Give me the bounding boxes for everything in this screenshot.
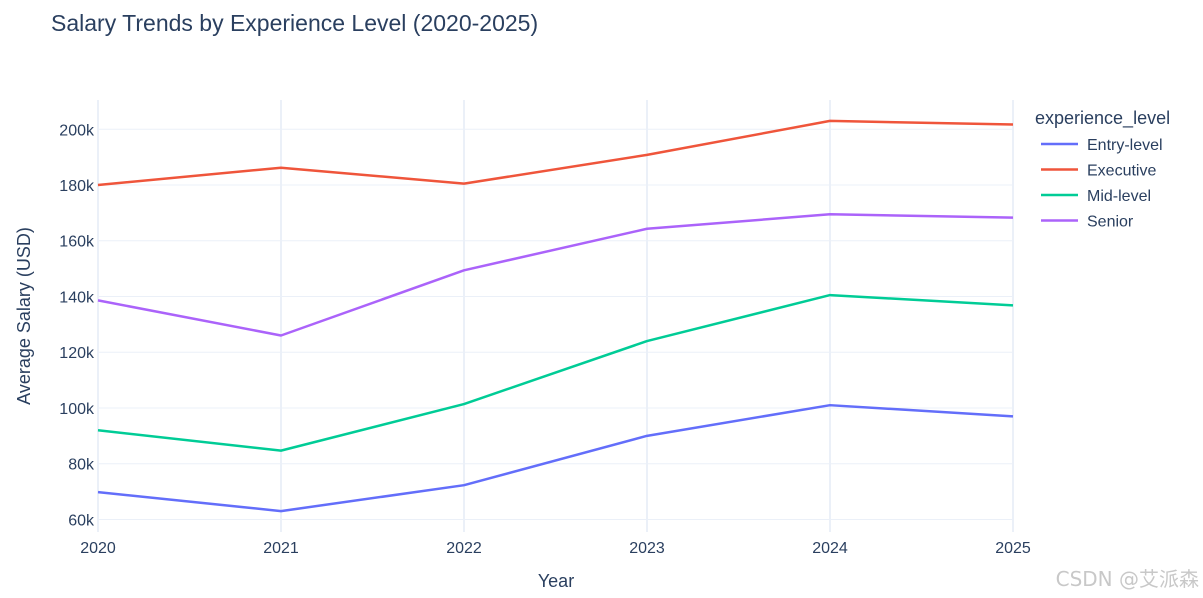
series-line-mid-level[interactable] <box>97 293 1014 452</box>
legend-title: experience_level <box>1035 108 1170 129</box>
legend-label: Mid-level <box>1087 188 1151 205</box>
y-tick-label: 200k <box>59 122 95 139</box>
legend-item[interactable]: Mid-level <box>1041 188 1151 205</box>
legend-item[interactable]: Senior <box>1041 214 1134 231</box>
legend-label: Senior <box>1087 214 1134 231</box>
y-tick-label: 80k <box>68 457 95 474</box>
x-tick-label: 2024 <box>812 540 848 557</box>
legend-items[interactable]: Entry-level Executive Mid-level Senior <box>1041 137 1163 231</box>
x-tick-label: 2023 <box>629 540 665 557</box>
series-line-senior[interactable] <box>97 213 1014 337</box>
y-tick-label: 180k <box>59 178 95 195</box>
series-line-executive[interactable] <box>97 119 1014 187</box>
axis-tick-labels: 60k 80k 100k 120k 140k 160k 180k 200k 2020 2021 20… <box>59 122 1031 557</box>
legend-label: Executive <box>1087 163 1156 180</box>
watermark-text: CSDN @艾派森 <box>1055 567 1199 591</box>
x-tick-label: 2025 <box>995 540 1031 557</box>
legend-item[interactable]: Entry-level <box>1041 137 1163 154</box>
series-lines <box>97 119 1014 513</box>
x-tick-label: 2020 <box>80 540 116 557</box>
grid-lines <box>97 100 1014 532</box>
x-tick-label: 2021 <box>263 540 299 557</box>
x-axis-title: Year <box>538 571 574 591</box>
legend[interactable]: experience_level Entry-level Executive Mid… <box>1035 108 1170 231</box>
series-line-entry-level[interactable] <box>97 403 1014 513</box>
y-tick-label: 140k <box>59 289 95 306</box>
y-tick-label: 120k <box>59 345 95 362</box>
x-tick-label: 2022 <box>446 540 482 557</box>
legend-item[interactable]: Executive <box>1041 163 1156 180</box>
y-tick-label: 60k <box>68 512 95 529</box>
y-tick-label: 100k <box>59 401 95 418</box>
chart-title: Salary Trends by Experience Level (2020-… <box>51 10 538 36</box>
y-tick-label: 160k <box>59 234 95 251</box>
y-axis-title: Average Salary (USD) <box>14 227 34 405</box>
legend-label: Entry-level <box>1087 137 1163 154</box>
